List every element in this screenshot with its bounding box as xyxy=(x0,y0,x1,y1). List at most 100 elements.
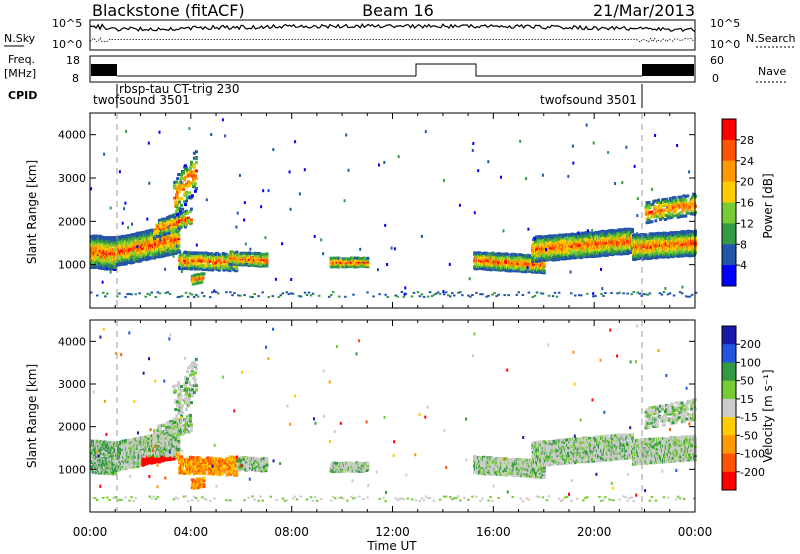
data-cell xyxy=(201,276,205,280)
data-cell xyxy=(196,295,200,298)
data-cell xyxy=(216,262,220,265)
data-cell xyxy=(93,265,97,269)
data-cell xyxy=(593,244,597,248)
data-cell xyxy=(542,241,546,245)
data-cell xyxy=(196,281,200,285)
data-cell xyxy=(386,296,389,298)
data-cell xyxy=(426,295,430,298)
data-cell xyxy=(161,219,165,223)
data-cell xyxy=(656,201,660,204)
data-cell xyxy=(664,197,668,201)
data-cell xyxy=(681,209,685,213)
data-cell xyxy=(547,294,551,297)
data-cell xyxy=(157,218,161,222)
data-cell xyxy=(509,255,513,259)
data-cell xyxy=(469,295,472,298)
data-cell xyxy=(151,237,155,241)
data-cell xyxy=(96,235,100,239)
data-cell xyxy=(126,293,129,296)
data-cell xyxy=(627,230,631,233)
data-cell xyxy=(194,293,198,296)
data-cell xyxy=(244,261,248,265)
data-cell xyxy=(170,225,174,229)
data-cell xyxy=(192,165,196,169)
data-cell xyxy=(552,247,556,251)
data-cell xyxy=(438,292,442,295)
data-cell xyxy=(688,244,692,248)
data-cell xyxy=(430,295,434,298)
data-cell xyxy=(420,293,424,296)
data-cell xyxy=(225,291,228,294)
data-cell xyxy=(622,292,625,295)
data-cell xyxy=(511,265,515,269)
data-cell xyxy=(645,207,649,211)
data-cell xyxy=(646,213,650,216)
data-cell xyxy=(253,293,256,295)
data-cell xyxy=(162,217,166,221)
data-cell xyxy=(265,260,269,264)
data-cell xyxy=(187,251,191,255)
data-cell xyxy=(235,269,239,273)
data-cell xyxy=(118,292,121,295)
data-cell xyxy=(187,216,190,220)
data-cell xyxy=(434,292,438,295)
data-cell xyxy=(256,264,260,268)
data-cell xyxy=(194,254,198,257)
data-cell xyxy=(537,258,541,262)
data-cell xyxy=(176,177,180,181)
data-cell xyxy=(690,212,694,216)
power-data-cells xyxy=(90,118,698,299)
data-cell xyxy=(193,261,197,265)
data-cell xyxy=(678,291,682,294)
data-cell xyxy=(199,262,203,266)
data-cell xyxy=(210,256,214,260)
data-cell xyxy=(677,204,681,207)
data-cell xyxy=(221,260,225,264)
data-cell xyxy=(178,185,182,189)
data-cell xyxy=(519,253,523,257)
data-cell xyxy=(432,293,436,296)
freq-tick-top: 18 xyxy=(66,54,80,67)
data-cell xyxy=(265,258,269,262)
data-cell xyxy=(115,250,119,254)
data-cell xyxy=(566,247,569,251)
data-cell xyxy=(684,202,688,206)
data-cell xyxy=(671,255,675,259)
data-cell xyxy=(198,279,202,282)
data-cell xyxy=(166,229,170,233)
data-cell xyxy=(555,295,559,298)
data-cell xyxy=(200,291,204,294)
data-cell xyxy=(176,224,180,227)
nsky-tick-top: 10^5 xyxy=(52,17,82,30)
data-cell xyxy=(205,264,209,268)
data-cell xyxy=(512,267,516,271)
data-cell xyxy=(480,259,484,263)
data-cell xyxy=(175,211,179,215)
data-cell xyxy=(678,242,682,246)
data-cell xyxy=(650,220,654,224)
data-cell xyxy=(566,233,569,237)
data-cell xyxy=(248,253,251,257)
data-cell xyxy=(178,189,182,193)
data-cell xyxy=(669,200,673,204)
data-cell xyxy=(662,200,665,204)
data-cell xyxy=(651,212,655,216)
data-cell xyxy=(672,294,676,297)
data-cell xyxy=(186,251,189,255)
data-cell xyxy=(539,253,543,257)
data-cell xyxy=(180,173,184,177)
data-cell xyxy=(173,180,177,184)
data-cell xyxy=(660,212,664,216)
data-cell xyxy=(617,240,621,243)
data-cell xyxy=(364,261,368,265)
data-cell xyxy=(657,207,661,211)
data-cell xyxy=(362,259,366,263)
data-cell xyxy=(146,292,149,295)
data-cell xyxy=(311,292,315,295)
data-cell xyxy=(100,247,104,251)
data-cell xyxy=(586,292,589,295)
data-cell xyxy=(105,247,109,251)
data-cell xyxy=(669,208,673,212)
data-cell xyxy=(305,294,309,296)
data-cell xyxy=(497,264,501,268)
